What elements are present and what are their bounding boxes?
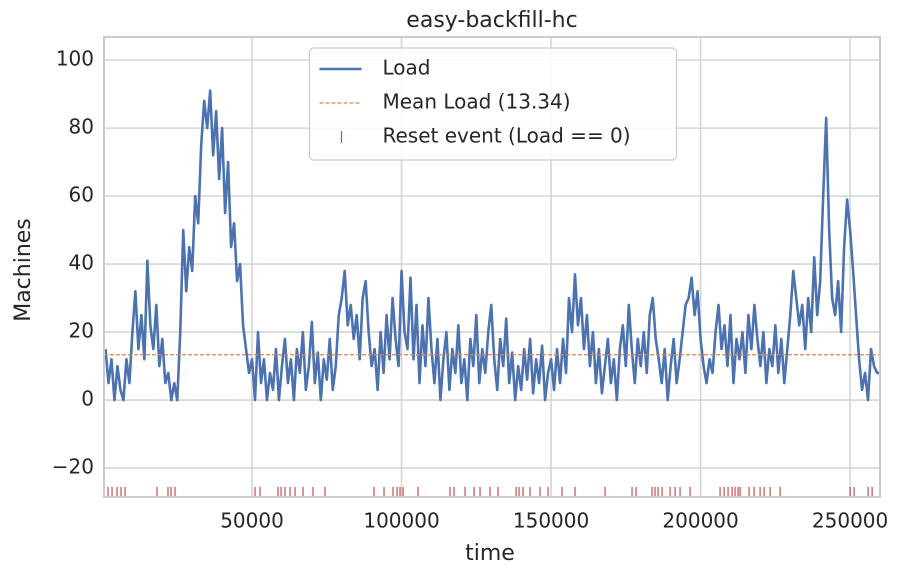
x-tick-label: 200000 — [662, 509, 738, 533]
y-tick-label: −20 — [52, 455, 94, 479]
x-tick-label: 250000 — [812, 509, 888, 533]
y-tick-label: 60 — [69, 183, 94, 207]
y-tick-label: 20 — [69, 319, 94, 343]
load-line — [104, 89, 880, 402]
x-tick-label: 100000 — [363, 509, 439, 533]
legend-label: Mean Load (13.34) — [383, 90, 571, 114]
chart-title: easy-backfill-hc — [406, 8, 577, 33]
x-axis-label: time — [465, 541, 515, 566]
y-tick-label: 80 — [69, 115, 94, 139]
y-tick-label: 40 — [69, 251, 94, 275]
legend: Load Mean Load (13.34) Reset event (Load =… — [308, 47, 678, 161]
x-tick-label: 150000 — [513, 509, 589, 533]
y-tick-label: 0 — [81, 387, 94, 411]
x-tick-label: 50000 — [220, 509, 284, 533]
legend-label: Reset event (Load == 0) — [383, 124, 631, 148]
y-axis-label: Machines — [11, 218, 36, 322]
y-tick-label: 100 — [56, 47, 94, 71]
legend-box — [308, 47, 678, 161]
plot-border — [103, 36, 881, 498]
legend-label: Load — [383, 56, 431, 80]
plot-area — [104, 89, 880, 497]
